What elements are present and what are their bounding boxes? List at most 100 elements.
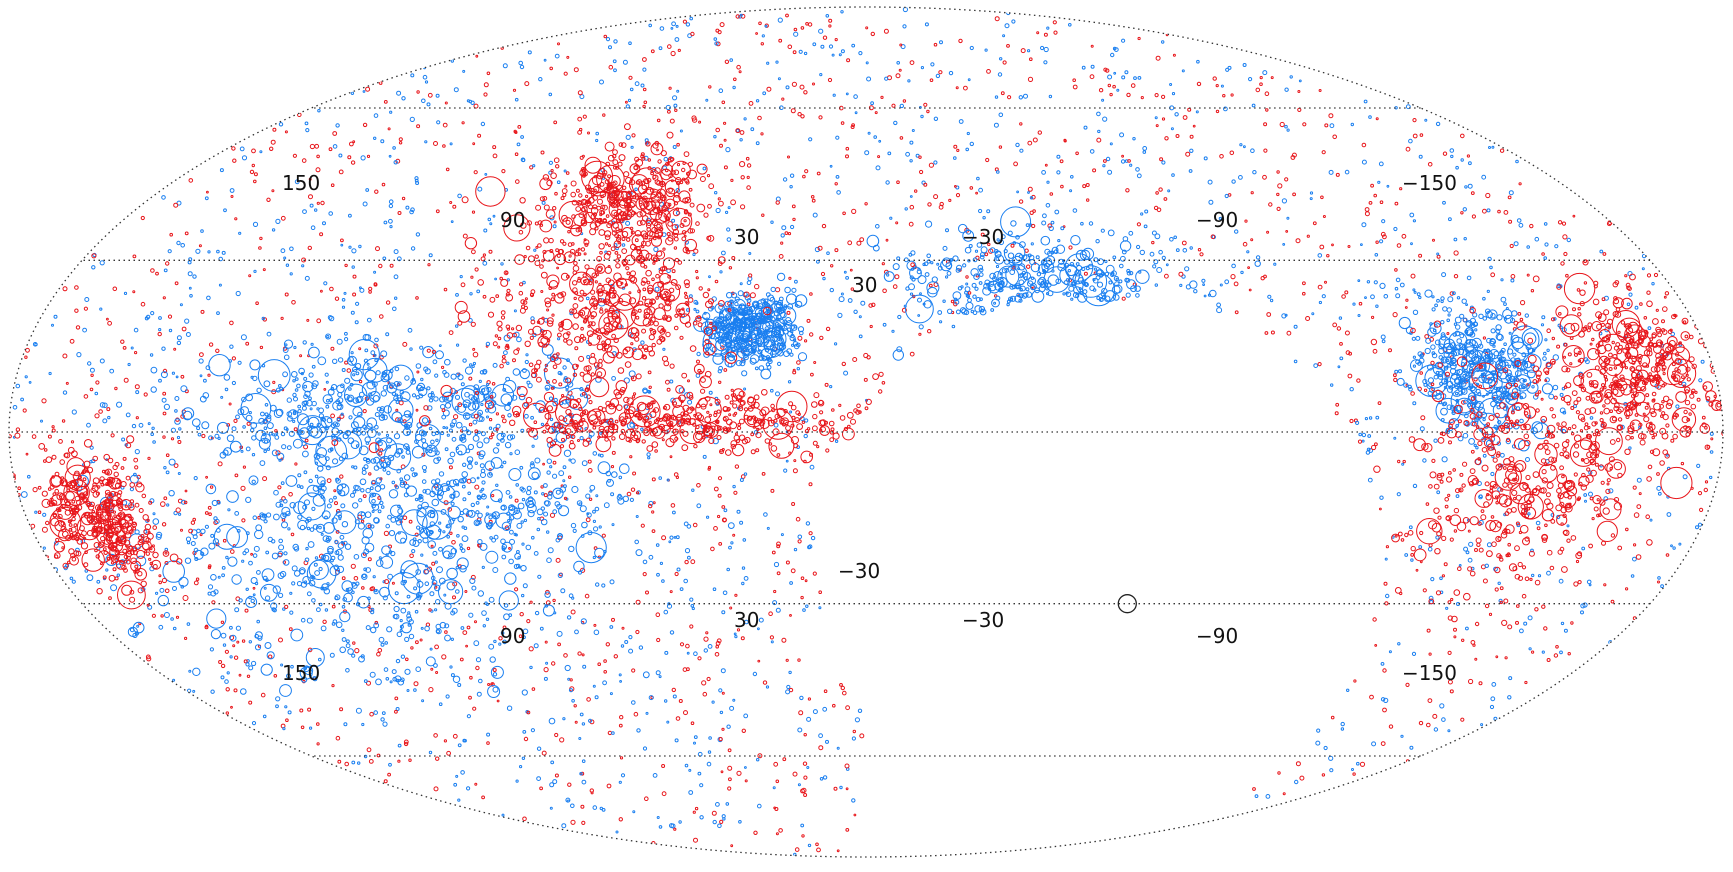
source-marker (1224, 193, 1229, 199)
source-marker (452, 204, 457, 209)
source-marker (230, 705, 233, 709)
source-marker (592, 684, 596, 688)
source-marker (173, 463, 179, 469)
source-marker (583, 252, 587, 256)
source-marker (1412, 483, 1418, 489)
source-marker (229, 344, 234, 349)
source-marker (1496, 441, 1502, 446)
source-marker (415, 232, 421, 237)
source-marker (373, 343, 379, 349)
source-marker (552, 224, 557, 229)
source-marker (231, 146, 236, 151)
source-marker (659, 561, 664, 566)
source-marker (687, 379, 690, 383)
source-marker (708, 275, 711, 279)
source-marker (435, 671, 439, 674)
source-marker (936, 262, 940, 266)
source-marker (865, 61, 869, 65)
source-marker (262, 476, 268, 482)
source-marker (1460, 211, 1464, 215)
source-marker (459, 657, 464, 662)
source-marker (818, 606, 822, 610)
source-marker (1466, 154, 1471, 158)
source-marker (305, 546, 309, 551)
source-marker (480, 121, 486, 127)
source-marker (577, 116, 583, 122)
source-marker (625, 134, 631, 140)
source-marker (208, 342, 214, 347)
source-marker (661, 764, 666, 768)
source-marker (214, 433, 220, 439)
source-marker (1358, 301, 1363, 306)
source-marker (1530, 548, 1534, 553)
source-marker (497, 326, 503, 332)
source-marker (1449, 291, 1455, 296)
source-marker (326, 503, 332, 509)
source-marker (62, 286, 68, 292)
source-marker (755, 32, 758, 35)
source-marker (1250, 148, 1255, 153)
source-marker (969, 45, 974, 51)
source-marker (557, 42, 560, 46)
source-marker (670, 27, 674, 30)
source-marker (1185, 151, 1191, 157)
source-marker (1553, 395, 1558, 400)
source-marker (883, 28, 889, 34)
source-marker (1281, 198, 1288, 204)
source-marker (593, 623, 597, 627)
source-marker (609, 692, 613, 696)
source-marker (920, 114, 924, 119)
source-marker (816, 445, 820, 449)
source-marker (772, 600, 778, 606)
source-marker (529, 665, 533, 670)
source-marker (1083, 271, 1088, 276)
source-marker (648, 23, 653, 28)
source-marker (413, 688, 417, 692)
source-marker (1270, 330, 1275, 335)
source-marker (825, 739, 829, 744)
source-marker (414, 176, 419, 181)
source-marker (667, 44, 672, 49)
source-marker (1092, 168, 1097, 173)
source-marker (220, 395, 224, 399)
source-marker (919, 169, 924, 175)
source-marker (1171, 173, 1175, 177)
source-marker (721, 691, 725, 695)
source-marker (482, 294, 487, 299)
source-marker (177, 440, 182, 444)
source-marker (1393, 226, 1398, 232)
source-marker (567, 677, 571, 681)
source-marker (665, 379, 670, 385)
source-marker (1497, 209, 1501, 214)
source-marker (445, 167, 450, 172)
source-marker (167, 314, 173, 319)
source-marker (1503, 302, 1507, 307)
source-marker (308, 177, 312, 181)
source-marker (852, 729, 856, 734)
source-marker (1449, 689, 1454, 694)
source-marker (800, 595, 804, 600)
source-marker (403, 739, 409, 745)
source-marker (1426, 722, 1431, 728)
source-marker (775, 779, 780, 784)
source-marker (549, 512, 556, 518)
source-marker (1675, 404, 1680, 409)
source-marker (1490, 696, 1496, 702)
source-marker (438, 344, 442, 348)
source-marker (1510, 278, 1515, 283)
source-marker (120, 339, 125, 344)
source-marker (1369, 694, 1374, 700)
source-marker (1096, 137, 1102, 143)
source-marker (1339, 356, 1344, 361)
source-marker (304, 438, 309, 443)
source-marker (674, 738, 679, 743)
source-marker (313, 562, 318, 567)
source-marker (1397, 531, 1403, 537)
source-marker (998, 112, 1004, 118)
source-marker (927, 202, 932, 207)
source-marker (1090, 64, 1095, 69)
source-marker (1453, 635, 1457, 639)
source-marker (533, 643, 539, 649)
source-marker (408, 519, 413, 524)
source-marker (1292, 192, 1296, 197)
